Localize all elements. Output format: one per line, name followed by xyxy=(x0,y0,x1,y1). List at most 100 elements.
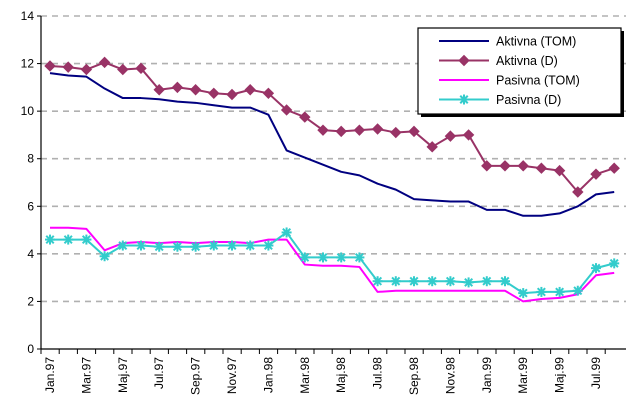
data-point xyxy=(335,125,347,138)
asterisk-stroke xyxy=(191,242,201,252)
x-tick-label: Maj.98 xyxy=(334,357,348,393)
data-point xyxy=(99,251,110,262)
data-point xyxy=(98,56,111,69)
data-point xyxy=(45,234,55,245)
data-point xyxy=(44,60,56,72)
data-point xyxy=(408,125,420,138)
data-point xyxy=(354,252,365,263)
legend-label-0: Aktivna (TOM) xyxy=(496,35,576,49)
data-point xyxy=(371,123,384,135)
asterisk-stroke xyxy=(336,252,346,262)
data-point xyxy=(535,162,548,174)
data-point xyxy=(227,240,237,251)
asterisk-stroke xyxy=(427,276,437,286)
asterisk-stroke xyxy=(482,276,492,286)
data-point xyxy=(135,62,147,75)
legend-marker-3 xyxy=(459,94,469,105)
asterisk-stroke xyxy=(282,227,292,237)
y-tick-label-4: 4 xyxy=(27,247,34,261)
data-point xyxy=(518,288,529,299)
data-point xyxy=(445,276,456,287)
asterisk-stroke xyxy=(300,252,310,262)
data-point xyxy=(481,160,493,172)
asterisk-stroke xyxy=(536,287,546,297)
asterisk-stroke xyxy=(136,241,146,250)
y-axis-ticks: 0 2 4 6 8 10 12 14 xyxy=(21,9,41,356)
series-2 xyxy=(49,226,615,303)
data-point xyxy=(336,252,347,263)
asterisk-stroke xyxy=(445,276,455,286)
data-point xyxy=(572,186,584,198)
legend-label-2: Pasivna (TOM) xyxy=(496,74,580,88)
data-point xyxy=(245,240,256,251)
asterisk-stroke xyxy=(609,258,619,268)
asterisk-stroke xyxy=(45,235,55,245)
data-point xyxy=(572,285,583,296)
asterisk-stroke xyxy=(573,286,583,296)
asterisk-stroke xyxy=(209,241,219,250)
asterisk-stroke xyxy=(591,263,601,273)
data-point xyxy=(409,276,419,287)
x-tick-label: Mar.97 xyxy=(79,357,93,394)
asterisk-stroke xyxy=(118,241,128,250)
asterisk-stroke xyxy=(227,241,237,250)
data-point xyxy=(609,258,620,269)
asterisk-stroke xyxy=(500,276,510,286)
data-point xyxy=(390,126,402,139)
data-point xyxy=(81,234,92,245)
x-tick-label: Jul.99 xyxy=(589,357,603,389)
data-point xyxy=(117,240,128,251)
data-point xyxy=(591,263,601,274)
asterisk-stroke xyxy=(391,276,401,286)
data-point xyxy=(463,277,474,288)
legend: Aktivna (TOM) Aktivna (D) Pasivna (TOM) Pas… xyxy=(417,27,624,117)
data-point xyxy=(263,240,274,251)
series-line-2 xyxy=(50,226,615,303)
x-tick-label: Jan.99 xyxy=(480,357,494,393)
series-1 xyxy=(44,56,620,198)
data-point xyxy=(281,227,292,238)
x-tick-label: Nov.97 xyxy=(225,357,239,394)
data-point xyxy=(372,276,383,287)
data-point xyxy=(226,88,238,101)
series-3 xyxy=(45,227,620,299)
asterisk-stroke xyxy=(100,251,110,261)
x-tick-label: Jan.98 xyxy=(261,357,275,393)
asterisk-stroke xyxy=(63,235,73,245)
data-point xyxy=(536,286,547,297)
asterisk-stroke xyxy=(154,242,164,252)
data-point xyxy=(136,240,146,251)
y-tick-label-8: 8 xyxy=(27,152,34,166)
data-point xyxy=(153,84,165,96)
data-point xyxy=(190,241,201,252)
data-point xyxy=(554,286,565,297)
asterisk-stroke xyxy=(245,241,255,250)
asterisk-stroke xyxy=(518,288,528,298)
x-tick-label: Maj.99 xyxy=(553,357,567,393)
asterisk-stroke xyxy=(318,252,328,262)
asterisk-stroke xyxy=(263,241,273,250)
x-tick-label: Nov.98 xyxy=(443,357,457,394)
x-tick-label: Maj.97 xyxy=(116,357,130,393)
y-tick-label-14: 14 xyxy=(21,9,35,23)
data-point xyxy=(154,241,165,252)
y-tick-label-2: 2 xyxy=(27,294,34,308)
data-point xyxy=(444,130,457,142)
data-point xyxy=(500,276,510,287)
data-point xyxy=(590,168,602,180)
data-point xyxy=(499,160,511,172)
data-point xyxy=(299,111,311,123)
asterisk-stroke xyxy=(464,277,474,287)
data-point xyxy=(353,124,366,136)
data-point xyxy=(299,252,310,263)
x-tick-label: Sep.97 xyxy=(189,357,203,395)
x-tick-label: Sep.98 xyxy=(407,357,421,395)
y-tick-label-0: 0 xyxy=(27,342,34,356)
data-point xyxy=(208,87,220,100)
x-tick-label: Jul.98 xyxy=(371,357,385,389)
series-group xyxy=(44,56,620,303)
data-point xyxy=(517,160,529,172)
data-point xyxy=(262,87,275,100)
asterisk-stroke xyxy=(354,252,364,262)
